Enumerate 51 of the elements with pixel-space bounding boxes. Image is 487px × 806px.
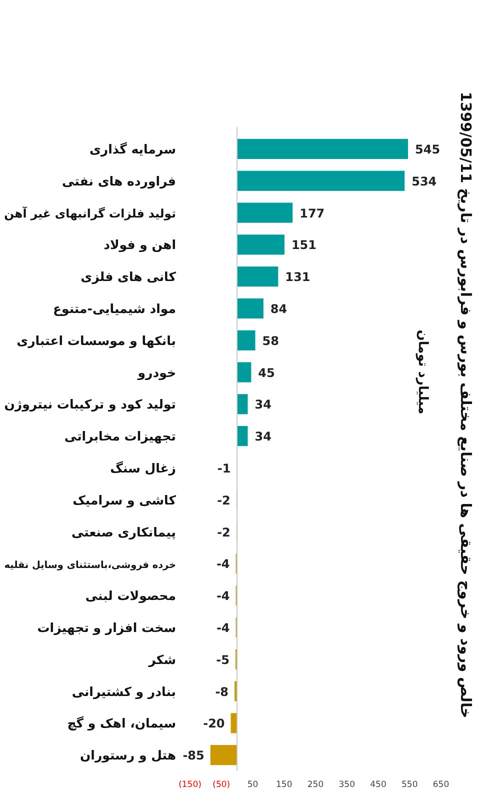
data-label: 34: [254, 398, 272, 412]
y-tick-label: بانکها و موسسات اعتباری: [16, 332, 176, 349]
x-tick-label: 650: [432, 780, 450, 790]
data-label: 58: [262, 334, 279, 348]
data-label: -4: [216, 620, 230, 635]
y-tick-label: کاشی و سرامیک: [72, 492, 177, 508]
data-label: 151: [291, 238, 316, 252]
data-label: -20: [203, 716, 225, 731]
y-tick-label: فراورده های نفتی: [62, 173, 176, 190]
y-tick-label: سخت افزار و تجهیزات: [37, 620, 176, 636]
data-label: -2: [217, 525, 230, 540]
data-label: -8: [215, 684, 229, 699]
y-tick-label: خرده فروشی،باستثنای وسایل نقلیه: [4, 560, 176, 572]
y2-axis-title: میلیارد تومان: [415, 330, 430, 414]
y-tick-label: پیمانکاری صنعتی: [71, 524, 176, 540]
y-tick-label: تجهیزات مخابراتی: [64, 428, 176, 445]
data-label: -4: [216, 589, 230, 604]
text: خالص ورود و خروج حقیقی ها در صنایع مختلف بورس و فرابورس در تاریخ 1399/05/11: [457, 92, 473, 718]
x-tick-label: 50: [247, 780, 258, 790]
y-tick-label: بنادر و کشتیرانی: [72, 684, 176, 700]
data-label: 34: [254, 430, 272, 444]
y-tick-label: مواد شیمیایی-متنوع: [52, 300, 176, 317]
data-label: -2: [217, 493, 230, 508]
data-label: 545: [415, 142, 440, 156]
x-tick-label: 250: [307, 780, 324, 790]
data-label: 45: [258, 366, 275, 380]
y-tick-label: خودرو: [136, 364, 176, 381]
y-tick-label: زغال سنگ: [110, 460, 176, 476]
data-label: 131: [285, 270, 310, 284]
data-label: -5: [216, 652, 230, 667]
y-tick-label: سرمایه گذاری: [89, 141, 176, 158]
x-tick-label: 450: [370, 780, 386, 790]
data-label: -1: [217, 461, 231, 476]
data-label: 177: [300, 206, 325, 220]
data-label: 84: [270, 302, 288, 316]
y-tick-label: تولید کود و ترکیبات نیتروژن: [4, 396, 176, 413]
x-tick-label: 550: [402, 780, 418, 790]
x-tick-label: (50): [212, 780, 230, 790]
y-tick-label: هتل و رستوران: [80, 748, 176, 764]
y-tick-label: اهن و فولاد: [104, 237, 176, 254]
x-tick-label: 350: [338, 780, 355, 790]
x-tick-label: 150: [276, 780, 292, 790]
x-tick-label: (150): [178, 780, 202, 790]
data-label: 534: [412, 174, 437, 188]
data-label: -4: [216, 557, 230, 572]
y-tick-label: کانی های فلزی: [80, 269, 177, 286]
y-tick-label: تولید فلزات گرانبهای غیر آهن: [4, 205, 176, 220]
y-tick-label: سیمان، اهک و گچ: [67, 716, 176, 732]
y-tick-label: شکر: [148, 652, 176, 668]
y-tick-label: محصولات لبنی: [85, 588, 176, 604]
data-label: -85: [182, 748, 204, 763]
